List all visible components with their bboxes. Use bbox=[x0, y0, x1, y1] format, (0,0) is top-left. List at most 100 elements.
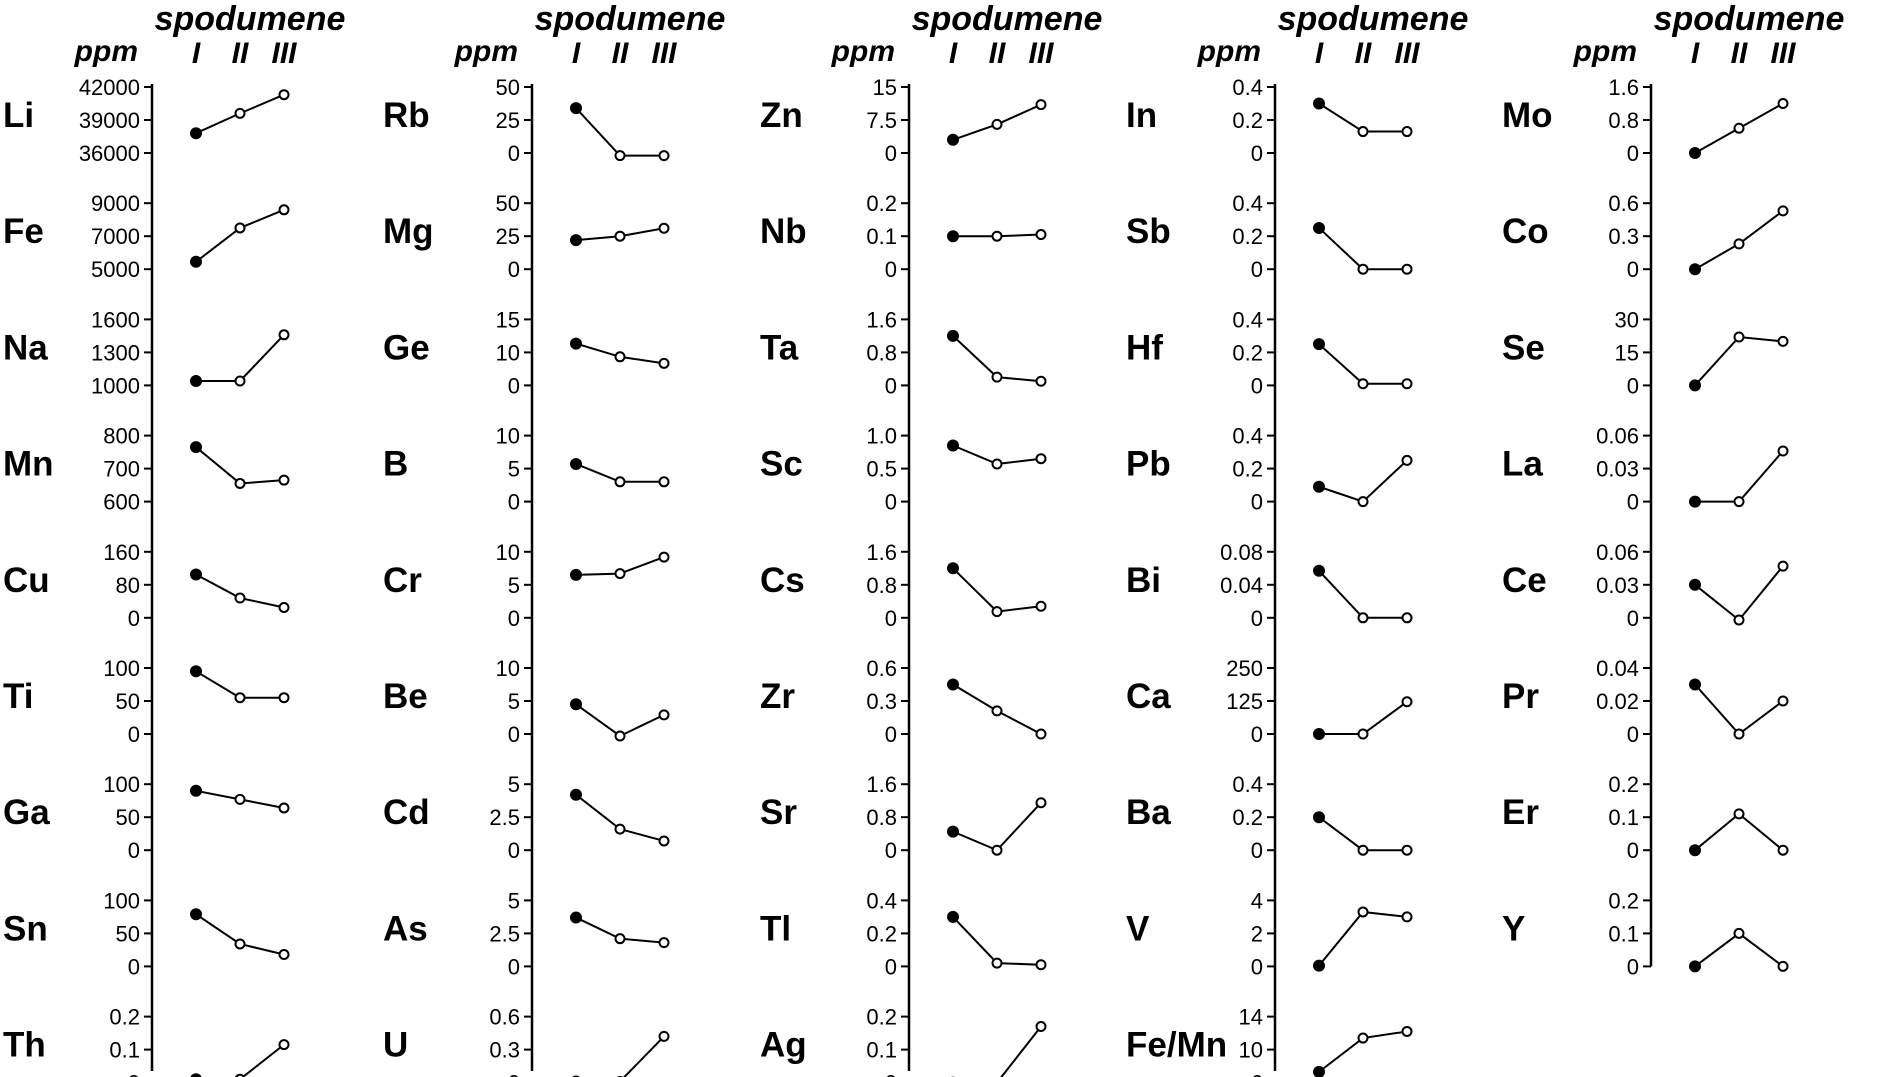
data-point-la-ii bbox=[1733, 496, 1745, 508]
data-point-th-ii bbox=[235, 1073, 245, 1077]
data-point-in-ii bbox=[1357, 126, 1369, 138]
x-label-ii: II bbox=[612, 37, 629, 70]
data-point-ge-ii bbox=[614, 351, 626, 363]
data-point-ti-iii bbox=[278, 692, 290, 704]
element-label-fe: Fe bbox=[3, 212, 44, 251]
x-label-i: I bbox=[192, 37, 201, 70]
element-label-rb: Rb bbox=[383, 96, 430, 135]
tick-label: 0 bbox=[1627, 257, 1639, 282]
tick-label: 0.8 bbox=[866, 340, 897, 365]
tick-label: 15 bbox=[873, 75, 897, 100]
tick-label: 0 bbox=[885, 373, 897, 398]
tick-label: 1000 bbox=[91, 373, 140, 398]
series-line-rb bbox=[575, 107, 664, 157]
element-label-cr: Cr bbox=[383, 561, 422, 600]
data-point-hf-i bbox=[1313, 338, 1325, 351]
tick-label: 0 bbox=[885, 722, 897, 747]
tick-label: 0 bbox=[885, 141, 897, 166]
x-label-i: I bbox=[949, 37, 958, 70]
data-point-fe-mn-i bbox=[1313, 1065, 1325, 1077]
header-title: spodumene bbox=[912, 0, 1103, 38]
tick-label: 0.1 bbox=[1608, 921, 1639, 946]
data-point-ba-ii bbox=[1357, 844, 1369, 856]
element-label-zn: Zn bbox=[760, 96, 803, 135]
data-point-na-i bbox=[190, 375, 202, 387]
data-point-in-i bbox=[1313, 97, 1325, 110]
data-point-se-ii bbox=[1733, 331, 1745, 343]
element-label-li: Li bbox=[3, 96, 34, 135]
element-label-se: Se bbox=[1502, 328, 1545, 367]
data-point-co-ii bbox=[1733, 238, 1745, 250]
data-point-cu-ii bbox=[234, 592, 246, 604]
tick-label: 0 bbox=[1251, 373, 1263, 398]
data-point-ge-iii bbox=[658, 357, 670, 369]
tick-label: 50 bbox=[116, 921, 140, 946]
data-point-rb-iii bbox=[658, 150, 670, 162]
series-line-se bbox=[1694, 335, 1784, 387]
tick-label: 0.6 bbox=[1608, 191, 1639, 216]
data-point-cd-ii bbox=[614, 823, 626, 835]
tick-label: 4 bbox=[1251, 888, 1263, 913]
series-line-th bbox=[241, 1043, 285, 1077]
data-point-pr-iii bbox=[1777, 695, 1789, 707]
header-title: spodumene bbox=[1654, 0, 1845, 38]
data-point-ag-iii bbox=[1035, 1021, 1047, 1032]
data-point-ge-i bbox=[570, 337, 582, 350]
data-point-se-iii bbox=[1777, 335, 1789, 347]
data-point-bi-i bbox=[1313, 564, 1325, 577]
series-line-hf bbox=[1318, 343, 1407, 385]
data-point-zn-i bbox=[947, 133, 959, 146]
tick-label: 39000 bbox=[79, 108, 140, 133]
series-line-sb bbox=[1318, 227, 1407, 271]
tick-label: 5 bbox=[508, 689, 520, 714]
data-point-li-iii bbox=[278, 89, 290, 101]
header-unit: ppm bbox=[1573, 35, 1637, 68]
tick-label: 0.4 bbox=[1232, 307, 1263, 332]
data-point-pb-ii bbox=[1357, 496, 1369, 508]
data-point-ca-ii bbox=[1357, 728, 1369, 740]
element-label-nb: Nb bbox=[760, 212, 807, 251]
element-label-pb: Pb bbox=[1126, 445, 1171, 484]
data-point-nb-i bbox=[947, 230, 959, 243]
tick-label: 160 bbox=[103, 540, 140, 565]
data-point-b-ii bbox=[614, 476, 626, 488]
data-point-ta-ii bbox=[991, 371, 1003, 383]
tick-label: 7000 bbox=[91, 224, 140, 249]
tick-label: 25 bbox=[496, 108, 520, 133]
header-unit: ppm bbox=[74, 35, 138, 68]
series-line-v bbox=[1318, 910, 1408, 967]
x-label-iii: III bbox=[1770, 37, 1796, 70]
data-point-mg-ii bbox=[614, 230, 626, 242]
tick-label: 30 bbox=[1615, 307, 1639, 332]
data-point-ce-i bbox=[1689, 578, 1701, 591]
tick-label: 0 bbox=[128, 606, 140, 631]
data-point-cs-ii bbox=[991, 606, 1003, 618]
tick-label: 6 bbox=[1251, 1071, 1263, 1077]
tick-label: 0 bbox=[128, 954, 140, 979]
x-label-iii: III bbox=[1028, 37, 1054, 70]
data-point-fe-ii bbox=[234, 222, 246, 234]
data-point-la-i bbox=[1689, 495, 1701, 508]
x-label-ii: II bbox=[232, 37, 249, 70]
data-point-mo-ii bbox=[1733, 122, 1745, 134]
tick-label: 42000 bbox=[79, 75, 140, 100]
data-point-na-iii bbox=[278, 329, 290, 341]
tick-label: 0.2 bbox=[1232, 224, 1263, 249]
series-line-ag bbox=[1000, 1025, 1042, 1077]
header-title: spodumene bbox=[1278, 0, 1469, 38]
data-point-co-iii bbox=[1777, 205, 1789, 217]
tick-label: 100 bbox=[103, 888, 140, 913]
data-point-mg-i bbox=[570, 234, 582, 247]
element-label-as: As bbox=[383, 909, 428, 948]
data-point-la-iii bbox=[1777, 445, 1789, 457]
data-point-er-i bbox=[1689, 844, 1701, 857]
tick-label: 100 bbox=[103, 656, 140, 681]
data-point-nb-ii bbox=[991, 230, 1003, 242]
data-point-as-ii bbox=[614, 933, 626, 945]
element-label-th: Th bbox=[3, 1026, 46, 1065]
element-label-ti: Ti bbox=[3, 677, 33, 716]
element-label-cd: Cd bbox=[383, 793, 430, 832]
tick-label: 0 bbox=[508, 606, 520, 631]
tick-label: 25 bbox=[496, 224, 520, 249]
element-label-ce: Ce bbox=[1502, 561, 1547, 600]
